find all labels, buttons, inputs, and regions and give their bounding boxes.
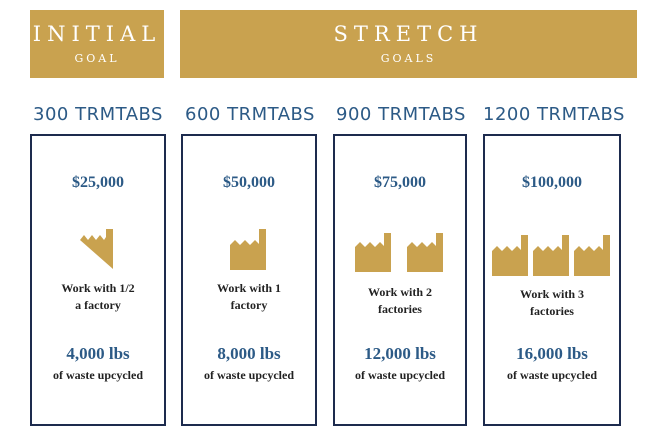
waste-caption: of waste upcycled [355,368,445,382]
tier-label-300: 300 TRMTABS [33,104,163,125]
factory-icon [183,226,315,270]
tier-card-300: $25,000 Work with 1/2 a factory 4,000 lb… [30,134,166,426]
waste-amount: 4,000 lbs [66,344,130,363]
factory-icon [492,235,528,276]
three-factories-icon [485,234,619,276]
stretch-goals-banner: STRETCH GOALS [180,10,637,78]
factory-icon [407,233,443,272]
work-line-1: Work with 1/2 [61,281,135,295]
work-line-1: Work with 1 [216,281,281,295]
stretch-banner-subtitle: GOALS [380,52,437,65]
work-line-1: Work with 3 [519,287,584,301]
work-line-2: factories [378,302,422,316]
work-line-1: Work with 2 [367,285,432,299]
waste-amount: 16,000 lbs [516,344,588,363]
waste-caption: of waste upcycled [507,368,597,382]
factory-icon [533,235,569,276]
two-factories-icon [335,232,465,272]
waste-caption: of waste upcycled [204,368,294,382]
price: $25,000 [72,174,124,191]
tier-label-600: 600 TRMTABS [185,104,315,125]
tier-card-600: $50,000 Work with 1 factory 8,000 lbs of… [181,134,317,426]
price: $75,000 [374,174,426,191]
work-line-2: factories [530,304,574,318]
stretch-banner-title: STRETCH [333,22,484,46]
factory-icon [355,233,391,272]
tier-label-1200: 1200 TRMTABS [483,104,625,125]
waste-caption: of waste upcycled [53,368,143,382]
half-factory-icon [32,224,164,270]
factory-icon [574,235,610,276]
tier-label-900: 900 TRMTABS [336,104,466,125]
initial-banner-title: INITIAL [32,22,162,46]
tier-card-1200: $100,000 Work with 3 factories 16,000 lb… [483,134,621,426]
work-line-2: factory [230,298,268,312]
price: $50,000 [223,174,275,191]
waste-amount: 8,000 lbs [217,344,281,363]
price: $100,000 [522,174,582,191]
work-line-2: a factory [75,298,121,312]
initial-banner-subtitle: GOAL [74,52,120,65]
initial-goal-banner: INITIAL GOAL [30,10,164,78]
tier-card-900: $75,000 Work with 2 factories 12,000 lbs… [333,134,467,426]
waste-amount: 12,000 lbs [364,344,436,363]
